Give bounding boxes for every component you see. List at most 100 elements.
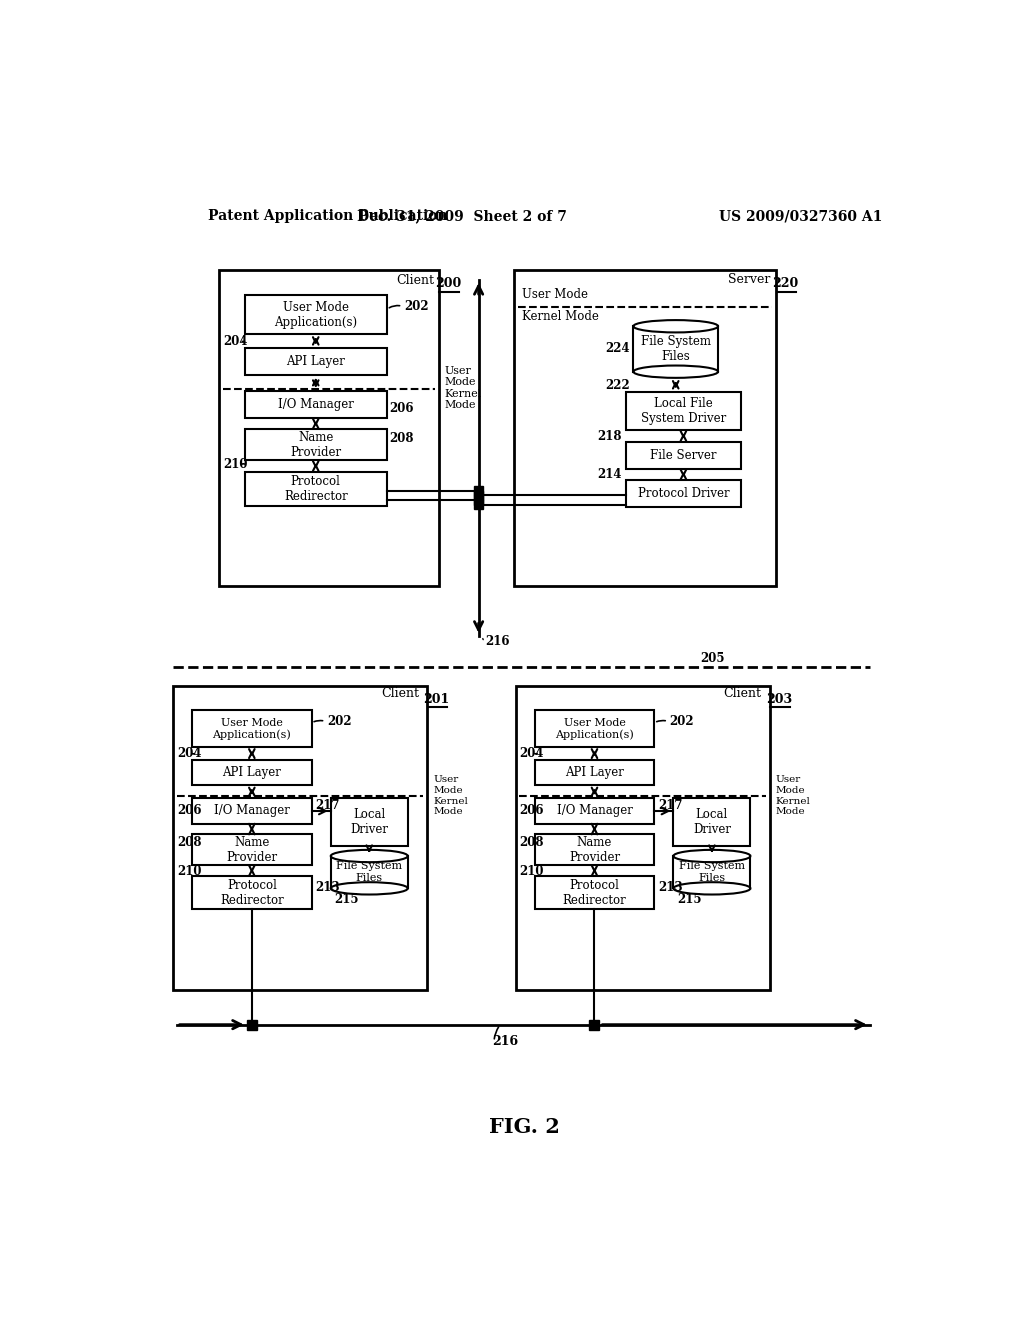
Text: API Layer: API Layer — [222, 766, 282, 779]
Text: 214: 214 — [597, 469, 622, 482]
Bar — [331, 857, 408, 888]
Text: Client: Client — [724, 686, 762, 700]
Text: I/O Manager: I/O Manager — [557, 804, 633, 817]
Text: File Server: File Server — [650, 449, 717, 462]
Ellipse shape — [634, 366, 718, 378]
Bar — [535, 799, 654, 824]
Text: Name
Provider: Name Provider — [290, 430, 341, 459]
Text: 208: 208 — [177, 836, 202, 849]
Text: Local File
System Driver: Local File System Driver — [641, 397, 726, 425]
Bar — [193, 834, 311, 866]
Text: 210: 210 — [519, 865, 544, 878]
Bar — [247, 1019, 257, 1030]
Bar — [474, 500, 483, 510]
Text: User Mode
Application(s): User Mode Application(s) — [555, 718, 634, 741]
Text: User
Mode: User Mode — [433, 775, 463, 795]
Bar — [245, 429, 387, 461]
Text: 213: 213 — [315, 880, 340, 894]
Text: Server: Server — [728, 273, 770, 286]
Text: 202: 202 — [670, 714, 694, 727]
Text: 203: 203 — [766, 693, 792, 706]
Bar — [193, 710, 311, 747]
Text: 213: 213 — [658, 880, 683, 894]
Text: Kernel
Mode: Kernel Mode — [444, 388, 482, 411]
Text: Name
Provider: Name Provider — [569, 836, 621, 863]
Text: I/O Manager: I/O Manager — [214, 804, 290, 817]
Text: Name
Provider: Name Provider — [226, 836, 278, 863]
Text: 208: 208 — [389, 432, 414, 445]
Text: 215: 215 — [335, 892, 359, 906]
Text: File System
Files: File System Files — [679, 862, 745, 883]
Text: 210: 210 — [177, 865, 202, 878]
Text: 206: 206 — [177, 804, 202, 817]
Text: Client: Client — [396, 273, 434, 286]
Bar — [626, 392, 741, 430]
Text: Local
Driver: Local Driver — [350, 808, 388, 836]
Bar — [535, 876, 654, 909]
Text: 217: 217 — [658, 800, 683, 813]
Text: 210: 210 — [223, 458, 248, 471]
Text: 208: 208 — [519, 836, 544, 849]
Text: 204: 204 — [519, 747, 544, 760]
Ellipse shape — [674, 850, 751, 862]
Text: Dec. 31, 2009  Sheet 2 of 7: Dec. 31, 2009 Sheet 2 of 7 — [356, 209, 566, 223]
Text: Kernel Mode: Kernel Mode — [521, 310, 599, 323]
Bar — [474, 495, 483, 504]
Text: User Mode
Application(s): User Mode Application(s) — [212, 718, 291, 741]
Text: Protocol
Redirector: Protocol Redirector — [562, 879, 627, 907]
Bar — [674, 857, 751, 888]
Text: Patent Application Publication: Patent Application Publication — [208, 209, 447, 223]
Text: 202: 202 — [403, 300, 428, 313]
Text: 202: 202 — [327, 714, 351, 727]
Bar — [193, 760, 311, 785]
Bar — [626, 442, 741, 469]
Text: 217: 217 — [315, 800, 340, 813]
Text: 216: 216 — [493, 1035, 518, 1048]
Text: File System
Files: File System Files — [336, 862, 402, 883]
Bar — [245, 391, 387, 418]
Bar — [219, 271, 438, 586]
Text: Local
Driver: Local Driver — [693, 808, 731, 836]
Text: 215: 215 — [677, 892, 701, 906]
Text: FIG. 2: FIG. 2 — [489, 1117, 560, 1137]
Bar — [515, 686, 770, 990]
Text: File System
Files: File System Files — [641, 335, 711, 363]
Text: User Mode
Application(s): User Mode Application(s) — [274, 301, 357, 329]
Text: 224: 224 — [605, 342, 630, 355]
Text: API Layer: API Layer — [287, 355, 345, 368]
Bar — [474, 486, 483, 495]
Bar — [245, 471, 387, 507]
Ellipse shape — [331, 882, 408, 895]
Ellipse shape — [331, 850, 408, 862]
Text: Protocol
Redirector: Protocol Redirector — [284, 475, 347, 503]
Text: Kernel
Mode: Kernel Mode — [776, 797, 811, 817]
Text: Protocol
Redirector: Protocol Redirector — [220, 879, 284, 907]
Text: Kernel
Mode: Kernel Mode — [433, 797, 468, 817]
Bar — [331, 799, 408, 846]
Bar — [535, 760, 654, 785]
Bar — [193, 799, 311, 824]
Text: 200: 200 — [434, 277, 461, 290]
Bar — [173, 686, 427, 990]
Ellipse shape — [634, 321, 718, 333]
Text: 216: 216 — [484, 635, 509, 648]
Text: Protocol Driver: Protocol Driver — [638, 487, 729, 500]
Text: 206: 206 — [519, 804, 544, 817]
Text: Client: Client — [381, 686, 419, 700]
Bar — [245, 348, 387, 375]
Bar — [514, 271, 776, 586]
Bar — [535, 834, 654, 866]
Text: US 2009/0327360 A1: US 2009/0327360 A1 — [719, 209, 882, 223]
Text: I/O Manager: I/O Manager — [278, 397, 353, 411]
Text: 201: 201 — [423, 693, 450, 706]
Text: 205: 205 — [700, 652, 725, 665]
Bar — [474, 491, 483, 500]
Bar — [626, 480, 741, 507]
Text: User
Mode: User Mode — [444, 366, 476, 387]
Ellipse shape — [674, 882, 751, 895]
Bar — [193, 876, 311, 909]
Bar — [674, 799, 751, 846]
Bar — [590, 1019, 599, 1030]
Text: 218: 218 — [597, 430, 622, 444]
Text: User Mode: User Mode — [521, 288, 588, 301]
